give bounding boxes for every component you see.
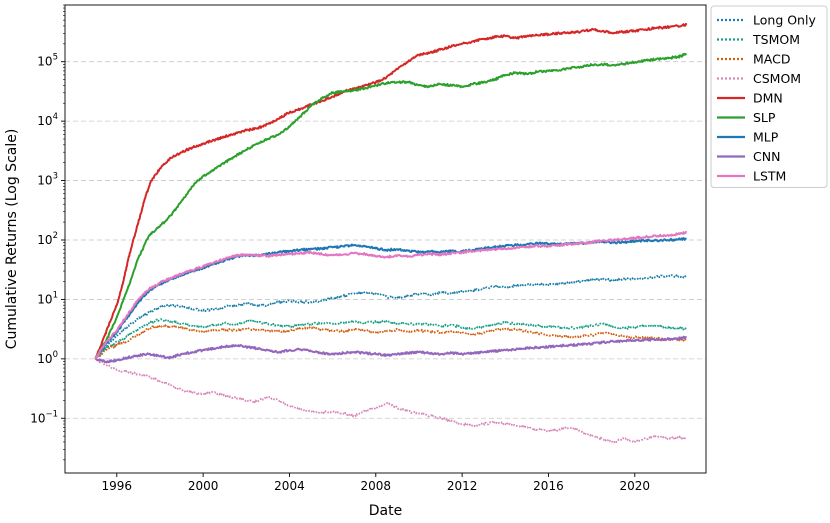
series-line-csmom — [94, 358, 687, 444]
legend-label: CSMOM — [753, 71, 801, 86]
legend-box — [710, 5, 828, 188]
x-axis-ticks: 1996 2000 2004 2008 2012 2016 2020 — [102, 473, 651, 493]
series-lines — [94, 22, 688, 444]
legend-label: CNN — [753, 149, 780, 164]
x-tick-label: 2016 — [533, 479, 564, 493]
legend-label: SLP — [753, 110, 776, 125]
x-tick-label: 2012 — [447, 479, 478, 493]
y-tick-label: 105 — [37, 53, 58, 69]
plot-frame — [64, 4, 707, 474]
y-axis-ticks: 10−1 100 101 102 103 104 105 — [30, 4, 65, 461]
series-line-slp — [94, 52, 687, 360]
legend-label: MLP — [753, 130, 779, 145]
legend: Long Only TSMOM MACD CSMOM DMN SLP MLP CNN LSTM — [710, 5, 828, 188]
legend-label: LSTM — [753, 169, 786, 184]
y-tick-label: 101 — [37, 290, 58, 306]
y-tick-label: 102 — [37, 231, 58, 247]
legend-label: MACD — [753, 52, 790, 67]
x-tick-label: 2020 — [620, 479, 651, 493]
x-axis-title: Date — [369, 503, 402, 519]
x-tick-label: 2008 — [361, 479, 392, 493]
x-tick-label: 1996 — [102, 479, 133, 493]
legend-label: Long Only — [753, 13, 816, 28]
x-tick-label: 2004 — [274, 479, 305, 493]
y-tick-label: 103 — [37, 172, 58, 188]
series-line-cnn — [95, 335, 688, 364]
series-line-lstm — [94, 230, 688, 360]
legend-label: TSMOM — [752, 32, 800, 47]
series-line-tsmom — [94, 318, 688, 360]
series-line-dmn — [94, 22, 688, 360]
y-tick-label: 10−1 — [30, 409, 58, 425]
series-line-macd — [94, 324, 688, 360]
gridlines — [65, 61, 706, 419]
legend-label: DMN — [753, 91, 783, 106]
x-tick-label: 2000 — [188, 479, 219, 493]
y-axis-title: Cumulative Returns (Log Scale) — [4, 129, 20, 350]
series-line-long-only — [94, 274, 688, 360]
y-tick-label: 100 — [37, 350, 58, 366]
y-tick-label: 104 — [37, 112, 58, 128]
